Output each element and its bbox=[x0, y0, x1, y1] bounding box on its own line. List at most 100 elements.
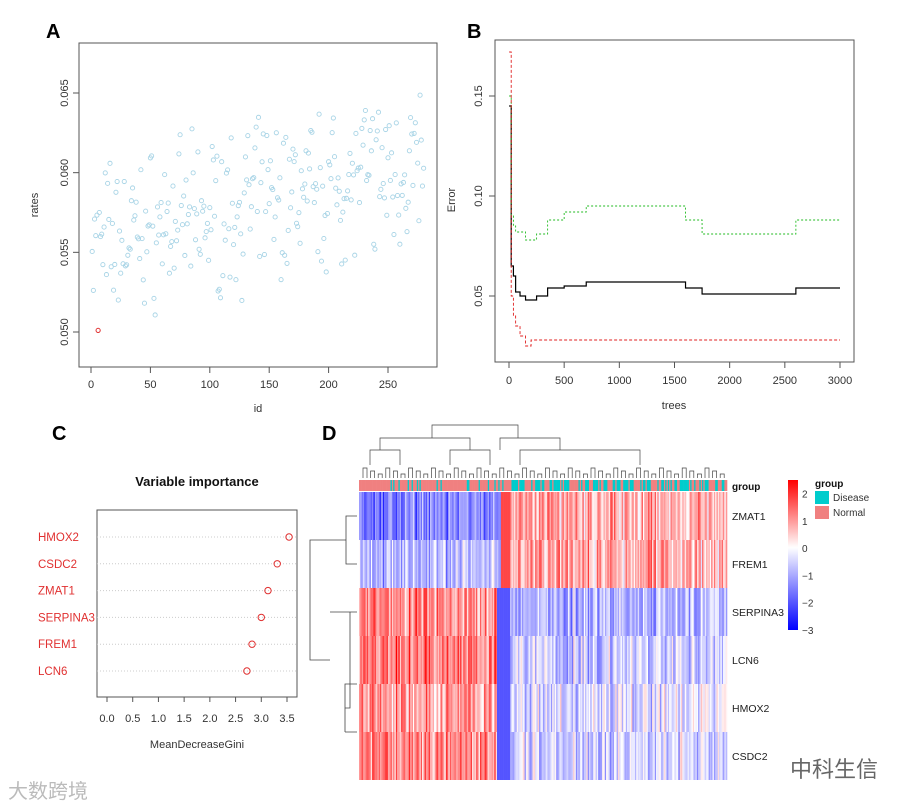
heatmap-cell bbox=[518, 588, 520, 636]
data-point bbox=[326, 159, 332, 165]
heatmap-cell bbox=[585, 492, 587, 540]
variable-label: HMOX2 bbox=[38, 532, 79, 544]
heatmap-cell bbox=[691, 540, 694, 588]
row-label: SERPINA3 bbox=[732, 607, 784, 619]
heatmap-cell bbox=[679, 588, 682, 636]
heatmap-cell bbox=[589, 588, 591, 636]
group-annotation-cell bbox=[433, 480, 436, 491]
heatmap-cell bbox=[493, 492, 495, 540]
heatmap-cell bbox=[398, 540, 401, 588]
heatmap-cell bbox=[657, 540, 659, 588]
heatmap-cell bbox=[483, 588, 486, 636]
heatmap-cell bbox=[621, 684, 624, 732]
heatmap-cell bbox=[637, 732, 640, 780]
heatmap-cell bbox=[603, 492, 606, 540]
heatmap-cell bbox=[628, 732, 631, 780]
heatmap-cell bbox=[613, 540, 616, 588]
heatmap-cell bbox=[524, 732, 527, 780]
heatmap-cell bbox=[527, 540, 529, 588]
heatmap-cell bbox=[479, 588, 482, 636]
data-point bbox=[204, 220, 210, 226]
heatmap-cell bbox=[531, 732, 533, 780]
heatmap-cell bbox=[675, 732, 678, 780]
heatmap-cell bbox=[683, 540, 686, 588]
data-point bbox=[403, 205, 409, 211]
heatmap-cell bbox=[575, 492, 578, 540]
heatmap-cell bbox=[628, 492, 631, 540]
group-annotation-cell bbox=[550, 480, 553, 491]
heatmap-cell bbox=[422, 684, 424, 732]
data-point bbox=[130, 185, 136, 191]
heatmap-cell bbox=[650, 684, 653, 732]
data-point bbox=[285, 227, 291, 234]
data-point bbox=[259, 159, 265, 165]
heatmap-cell bbox=[564, 636, 566, 684]
heatmap-cell bbox=[654, 636, 657, 684]
heatmap-cell bbox=[468, 588, 470, 636]
heatmap-cell bbox=[427, 492, 429, 540]
heatmap-cell bbox=[579, 684, 582, 732]
heatmap-cell bbox=[473, 540, 475, 588]
heatmap-cell bbox=[623, 492, 625, 540]
heatmap-cell bbox=[579, 588, 582, 636]
group-annotation-cell bbox=[399, 480, 402, 491]
heatmap-cell bbox=[366, 492, 369, 540]
heatmap-cell bbox=[550, 588, 553, 636]
heatmap-cell bbox=[431, 540, 433, 588]
heatmap-cell bbox=[554, 492, 557, 540]
group-annotation-cell bbox=[487, 480, 490, 491]
heatmap-cell bbox=[380, 540, 382, 588]
heatmap-cell bbox=[670, 588, 673, 636]
heatmap-cell bbox=[532, 636, 535, 684]
group-annotation-cell bbox=[465, 480, 468, 491]
heatmap-cell bbox=[422, 732, 424, 780]
importance-point bbox=[285, 533, 293, 541]
heatmap-cell bbox=[633, 540, 636, 588]
heatmap-cell bbox=[669, 636, 671, 684]
heatmap-cell bbox=[699, 540, 702, 588]
data-point bbox=[286, 156, 292, 162]
heatmap-cell bbox=[539, 588, 541, 636]
heatmap-cell bbox=[428, 540, 431, 588]
data-point bbox=[131, 217, 137, 223]
heatmap-cell bbox=[457, 732, 460, 780]
heatmap-cell bbox=[659, 636, 662, 684]
data-point bbox=[207, 205, 213, 211]
group-annotation-cell bbox=[591, 480, 594, 491]
data-point bbox=[405, 199, 411, 205]
heatmap-cell bbox=[611, 684, 613, 732]
heatmap-cell bbox=[709, 540, 712, 588]
heatmap-cell bbox=[470, 492, 473, 540]
heatmap-cell bbox=[558, 588, 561, 636]
heatmap-cell bbox=[575, 636, 578, 684]
heatmap-cell bbox=[470, 684, 473, 732]
heatmap-cell bbox=[525, 732, 528, 780]
heatmap-cell bbox=[633, 732, 636, 780]
heatmap-cell bbox=[540, 588, 542, 636]
heatmap-cell bbox=[713, 492, 716, 540]
heatmap-cell bbox=[554, 684, 557, 732]
heatmap-cell bbox=[587, 732, 590, 780]
heatmap-cell bbox=[620, 588, 623, 636]
heatmap-cell bbox=[591, 492, 594, 540]
heatmap-cell bbox=[478, 732, 481, 780]
data-point bbox=[112, 261, 118, 268]
heatmap-cell bbox=[386, 540, 389, 588]
heatmap-cell bbox=[670, 492, 673, 540]
heatmap-cell bbox=[571, 684, 574, 732]
heatmap-cell bbox=[426, 636, 428, 684]
heatmap-cell bbox=[449, 492, 452, 540]
heatmap-cell bbox=[691, 684, 694, 732]
group-annotation-cell bbox=[562, 480, 565, 491]
heatmap-cell bbox=[709, 588, 712, 636]
heatmap-cell bbox=[544, 588, 546, 636]
heatmap-cell bbox=[712, 492, 715, 540]
heatmap-cell bbox=[592, 588, 595, 636]
data-point bbox=[371, 241, 377, 247]
data-point bbox=[121, 178, 127, 185]
group-annotation-cell bbox=[539, 480, 541, 491]
heatmap-cell bbox=[419, 636, 422, 684]
group-annotation-cell bbox=[519, 480, 521, 491]
group-annotation-cell bbox=[610, 480, 612, 491]
heatmap-cell bbox=[405, 492, 407, 540]
